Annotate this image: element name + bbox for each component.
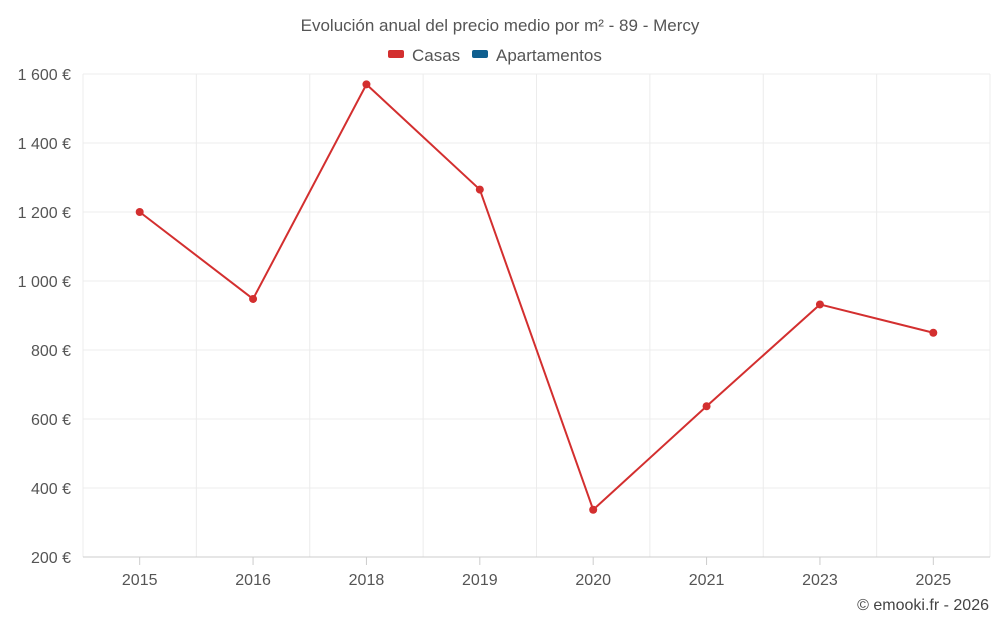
data-point-casas[interactable] (362, 80, 371, 89)
x-tick-label: 2021 (689, 572, 725, 589)
x-tick-label: 2025 (916, 572, 952, 589)
legend-swatch-casas (388, 50, 404, 58)
data-point-casas[interactable] (815, 300, 824, 309)
x-tick-label: 2023 (802, 572, 838, 589)
y-tick-label: 1 400 € (18, 136, 71, 153)
legend-label-casas: Casas (412, 46, 460, 65)
axes: 1 600 € 1 400 € 1 200 € 1 000 € 800 € 600 € 40… (18, 67, 990, 589)
credit-text: © emooki.fr - 2026 (857, 597, 989, 614)
data-point-casas[interactable] (475, 185, 484, 194)
y-tick-label: 1 200 € (18, 205, 71, 222)
x-tick-label: 2018 (349, 572, 385, 589)
series-line-casas (139, 83, 934, 511)
y-tick-label: 1 000 € (18, 274, 71, 291)
y-tick-label: 200 € (31, 550, 71, 567)
x-tick-label: 2015 (122, 572, 158, 589)
legend-item-apartamentos[interactable]: Apartamentos (472, 46, 602, 65)
y-tick-label: 1 600 € (18, 67, 71, 84)
legend-swatch-apartamentos (472, 50, 488, 58)
data-point-casas[interactable] (929, 328, 938, 337)
series-casas (135, 80, 938, 514)
x-tick-label: 2019 (462, 572, 498, 589)
legend: Casas Apartamentos (388, 46, 602, 65)
chart-title: Evolución anual del precio medio por m² … (301, 16, 700, 35)
legend-label-apartamentos: Apartamentos (496, 46, 602, 65)
y-tick-label: 400 € (31, 481, 71, 498)
data-point-casas[interactable] (135, 208, 144, 216)
data-point-casas[interactable] (589, 505, 598, 514)
x-tick-label: 2020 (575, 572, 611, 589)
x-tick-label: 2016 (235, 572, 271, 589)
y-tick-label: 800 € (31, 343, 71, 360)
y-tick-label: 600 € (31, 412, 71, 429)
data-point-casas[interactable] (249, 294, 258, 303)
legend-item-casas[interactable]: Casas (388, 46, 460, 65)
data-point-casas[interactable] (702, 402, 711, 411)
grid (82, 73, 991, 557)
